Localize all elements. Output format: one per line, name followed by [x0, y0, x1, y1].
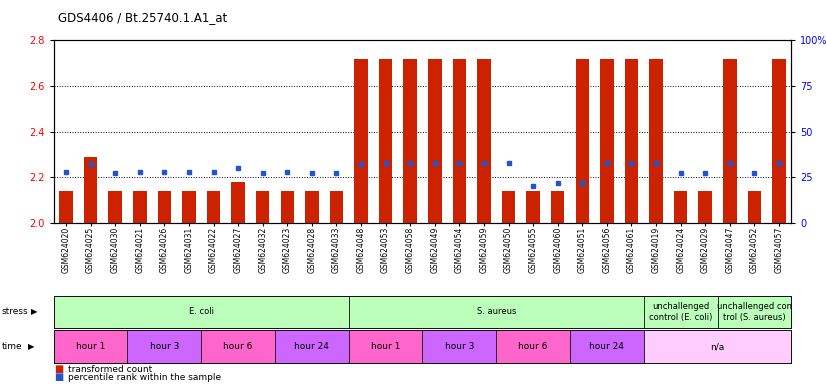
- Bar: [649, 58, 662, 223]
- Bar: [772, 58, 786, 223]
- Bar: [551, 191, 564, 223]
- Bar: [54, 296, 349, 328]
- Text: transformed count: transformed count: [68, 366, 152, 374]
- Text: hour 1: hour 1: [76, 342, 105, 351]
- Text: hour 3: hour 3: [150, 342, 179, 351]
- Text: hour 24: hour 24: [590, 342, 624, 351]
- Text: unchallenged
control (E. coli): unchallenged control (E. coli): [649, 302, 712, 322]
- Bar: [723, 58, 737, 223]
- Bar: [281, 191, 294, 223]
- Text: percentile rank within the sample: percentile rank within the sample: [68, 373, 221, 382]
- Bar: [422, 330, 496, 363]
- Text: hour 6: hour 6: [223, 342, 253, 351]
- Bar: [643, 330, 791, 363]
- Bar: [231, 182, 244, 223]
- Bar: [570, 330, 643, 363]
- Bar: [158, 191, 171, 223]
- Bar: [379, 58, 392, 223]
- Text: hour 1: hour 1: [371, 342, 401, 351]
- Bar: [643, 296, 718, 328]
- Bar: [354, 58, 368, 223]
- Text: ▶: ▶: [28, 342, 35, 351]
- Bar: [133, 191, 146, 223]
- Bar: [674, 191, 687, 223]
- Bar: [496, 330, 570, 363]
- Bar: [699, 191, 712, 223]
- Bar: [718, 296, 791, 328]
- Bar: [501, 191, 515, 223]
- Bar: [428, 58, 442, 223]
- Text: S. aureus: S. aureus: [477, 308, 516, 316]
- Text: hour 3: hour 3: [444, 342, 474, 351]
- Text: ■: ■: [54, 364, 63, 374]
- Text: ■: ■: [54, 372, 63, 382]
- Bar: [305, 191, 319, 223]
- Bar: [206, 191, 221, 223]
- Bar: [83, 157, 97, 223]
- Text: n/a: n/a: [710, 342, 724, 351]
- Bar: [349, 296, 643, 328]
- Text: time: time: [2, 342, 22, 351]
- Text: ▶: ▶: [31, 308, 38, 316]
- Text: unchallenged con
trol (S. aureus): unchallenged con trol (S. aureus): [717, 302, 792, 322]
- Bar: [330, 191, 344, 223]
- Text: hour 24: hour 24: [294, 342, 330, 351]
- Bar: [202, 330, 275, 363]
- Bar: [624, 58, 638, 223]
- Text: stress: stress: [2, 308, 28, 316]
- Text: E. coli: E. coli: [188, 308, 214, 316]
- Bar: [526, 191, 540, 223]
- Bar: [127, 330, 202, 363]
- Text: GDS4406 / Bt.25740.1.A1_at: GDS4406 / Bt.25740.1.A1_at: [58, 12, 227, 25]
- Bar: [453, 58, 466, 223]
- Bar: [349, 330, 422, 363]
- Bar: [403, 58, 417, 223]
- Bar: [477, 58, 491, 223]
- Bar: [183, 191, 196, 223]
- Bar: [748, 191, 762, 223]
- Bar: [59, 191, 73, 223]
- Bar: [256, 191, 269, 223]
- Bar: [576, 58, 589, 223]
- Bar: [108, 191, 122, 223]
- Bar: [54, 330, 127, 363]
- Text: hour 6: hour 6: [519, 342, 548, 351]
- Bar: [275, 330, 349, 363]
- Bar: [601, 58, 614, 223]
